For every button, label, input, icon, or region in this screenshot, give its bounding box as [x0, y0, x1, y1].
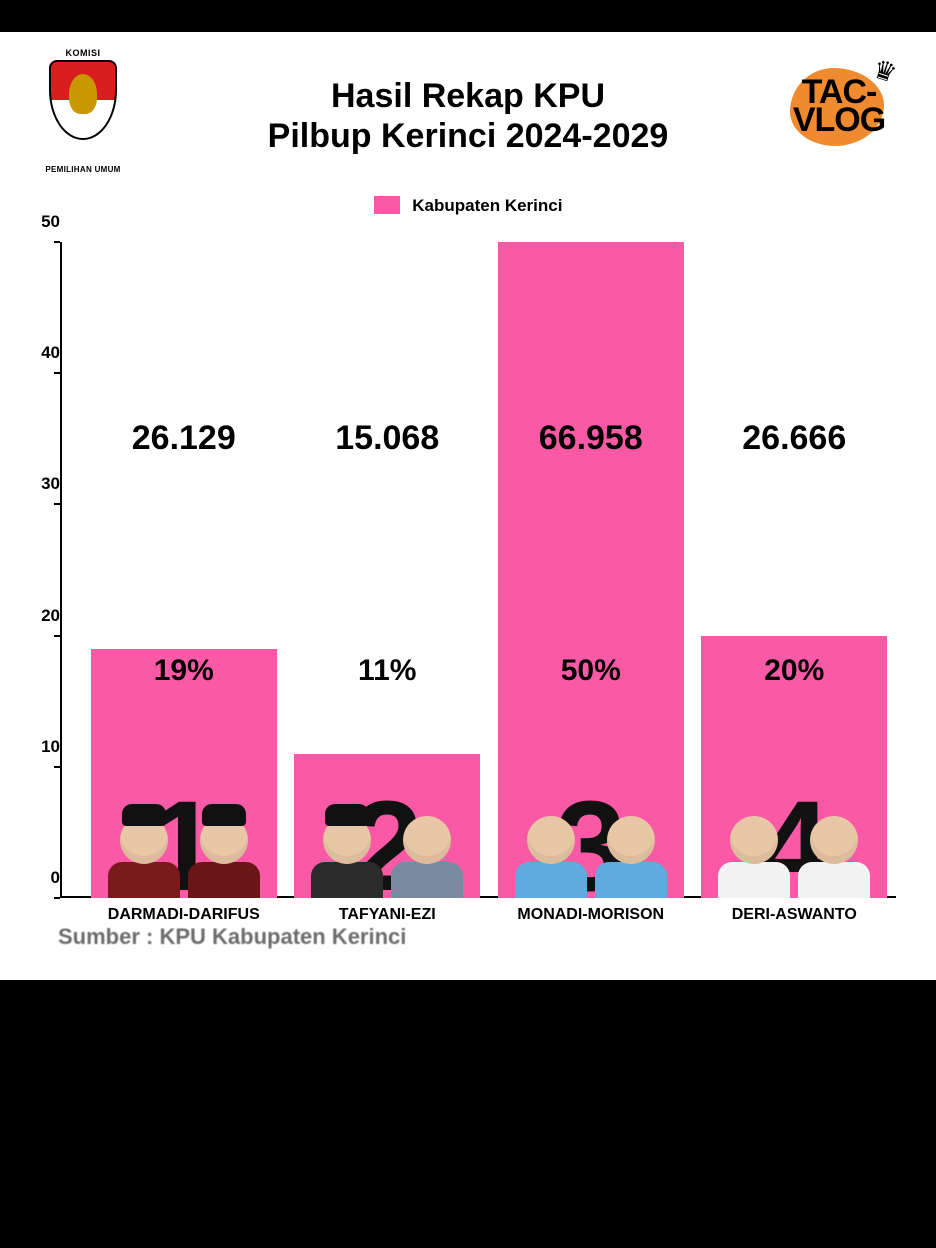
ytick-label: 30 — [30, 474, 60, 494]
legend-label: Kabupaten Kerinci — [412, 196, 562, 215]
source-caption: Sumber : KPU Kabupaten Kerinci — [58, 924, 406, 950]
candidate-number: 2 — [352, 789, 423, 904]
ytick-mark — [54, 766, 60, 768]
percentage-label: 20% — [764, 654, 824, 688]
ytick-label: 40 — [30, 343, 60, 363]
vote-count-label: 15.068 — [335, 419, 439, 458]
x-axis-label: MONADI-MORISON — [517, 906, 664, 924]
x-axis-label: TAFYANI-EZI — [339, 906, 436, 924]
chart-panel: KOMISI PEMILIHAN UMUM Hasil Rekap KPU Pi… — [0, 32, 936, 980]
vote-count-label: 26.666 — [742, 419, 846, 458]
ytick-mark — [54, 897, 60, 899]
ytick-mark — [54, 372, 60, 374]
percentage-label: 50% — [561, 654, 621, 688]
bar-slot: 26.12919%1DARMADI-DARIFUS — [82, 242, 286, 898]
header: KOMISI PEMILIHAN UMUM Hasil Rekap KPU Pi… — [0, 32, 936, 182]
bar-slot: 66.95850%3MONADI-MORISON — [489, 242, 693, 898]
tacvlog-logo: ♛ TAC- VLOG — [784, 62, 894, 152]
percentage-label: 19% — [154, 654, 214, 688]
ytick-label: 50 — [30, 212, 60, 232]
candidate-number: 4 — [759, 789, 830, 904]
legend: Kabupaten Kerinci — [0, 196, 936, 216]
bars-container: 26.12919%1DARMADI-DARIFUS15.06811%2TAFYA… — [82, 242, 896, 898]
candidate-number: 3 — [555, 789, 626, 904]
ytick-mark — [54, 635, 60, 637]
ytick-label: 20 — [30, 606, 60, 626]
vote-count-label: 66.958 — [539, 419, 643, 458]
candidate-number: 1 — [148, 789, 219, 904]
percentage-label: 11% — [358, 654, 416, 688]
ytick-mark — [54, 241, 60, 243]
ytick-label: 0 — [30, 868, 60, 888]
tacvlog-line2: VLOG — [793, 107, 885, 135]
plot-area: 0102030405026.12919%1DARMADI-DARIFUS15.0… — [60, 242, 896, 898]
vote-count-label: 26.129 — [132, 419, 236, 458]
kpu-logo-bottom-text: PEMILIHAN UMUM — [36, 165, 130, 174]
ytick-mark — [54, 503, 60, 505]
bar-slot: 26.66620%4DERI-ASWANTO — [693, 242, 897, 898]
bar-slot: 15.06811%2TAFYANI-EZI — [286, 242, 490, 898]
x-axis-label: DARMADI-DARIFUS — [108, 906, 260, 924]
ytick-label: 10 — [30, 737, 60, 757]
y-axis-line — [60, 242, 62, 898]
legend-swatch-icon — [374, 196, 400, 214]
kpu-logo-top-text: KOMISI — [42, 48, 124, 58]
x-axis-label: DERI-ASWANTO — [732, 906, 857, 924]
